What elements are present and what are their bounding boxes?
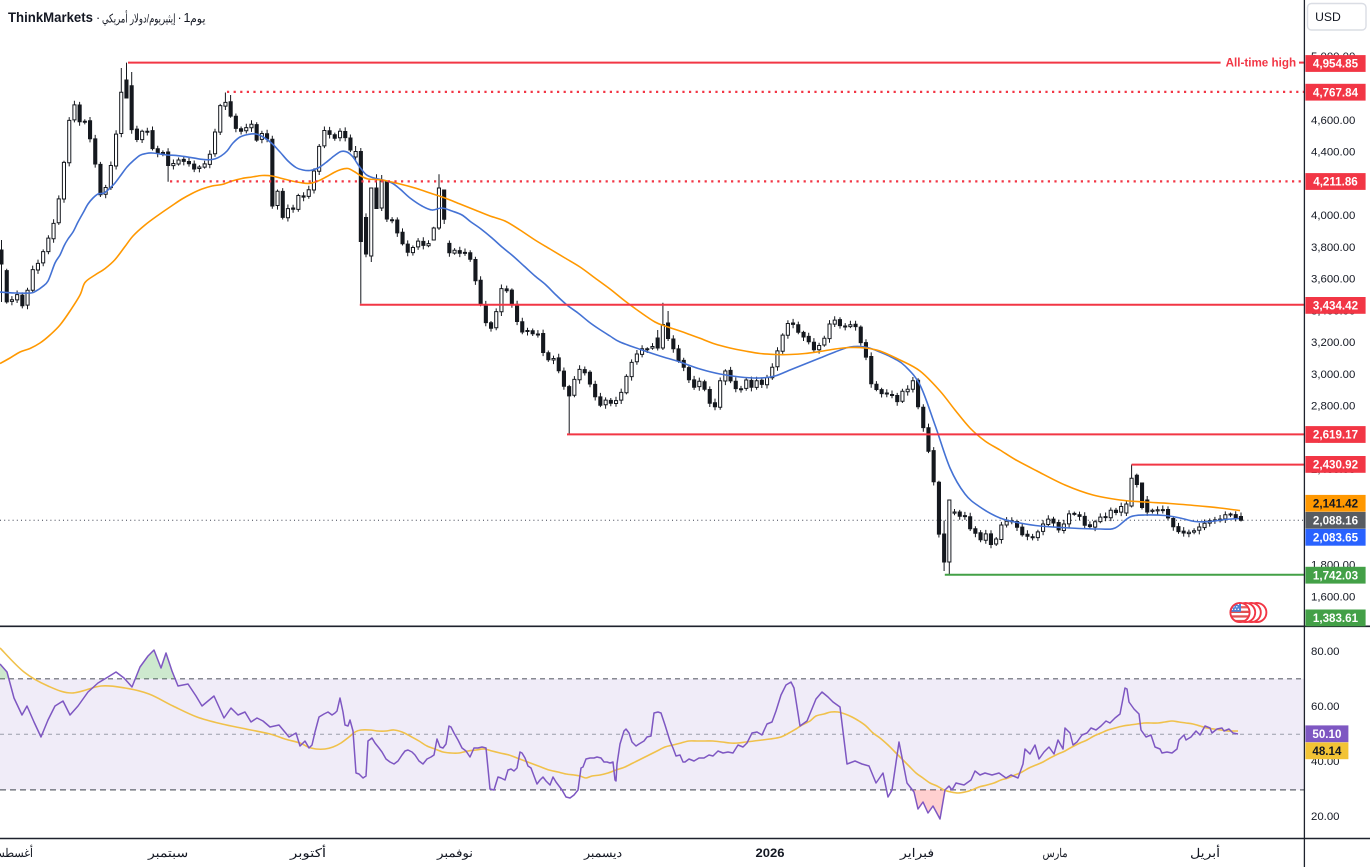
svg-text:·: · [96, 11, 100, 25]
svg-text:2,088.16: 2,088.16 [1313, 514, 1359, 527]
svg-text:1,383.61: 1,383.61 [1313, 612, 1359, 625]
svg-text:3,800.00: 3,800.00 [1311, 242, 1355, 254]
svg-text:فبراير: فبراير [899, 846, 934, 860]
svg-text:4,400.00: 4,400.00 [1311, 147, 1355, 159]
svg-text:4,954.85: 4,954.85 [1313, 58, 1359, 71]
svg-text:2,083.65: 2,083.65 [1313, 531, 1359, 544]
svg-text:3,434.42: 3,434.42 [1313, 300, 1358, 313]
svg-text:سبتمبر: سبتمبر [147, 846, 188, 860]
svg-text:80.00: 80.00 [1311, 646, 1340, 658]
svg-text:2,141.42: 2,141.42 [1313, 497, 1358, 510]
svg-text:إيثيريوم/دولار أمريكي: إيثيريوم/دولار أمريكي [102, 11, 176, 27]
svg-text:60.00: 60.00 [1311, 701, 1340, 713]
svg-text:2026: 2026 [756, 847, 786, 860]
svg-text:3,000.00: 3,000.00 [1311, 369, 1355, 381]
svg-text:3,600.00: 3,600.00 [1311, 274, 1355, 286]
svg-text:USD: USD [1315, 10, 1341, 24]
svg-text:All-time high: All-time high [1226, 56, 1297, 70]
svg-text:ديسمبر: ديسمبر [583, 846, 622, 860]
svg-text:·: · [178, 11, 182, 25]
svg-text:4,211.86: 4,211.86 [1313, 176, 1358, 189]
svg-text:1,600.00: 1,600.00 [1311, 591, 1355, 603]
svg-text:4,000.00: 4,000.00 [1311, 210, 1355, 222]
svg-text:4,600.00: 4,600.00 [1311, 115, 1355, 127]
svg-text:1: 1 [184, 11, 191, 25]
svg-text:يوم: يوم [190, 12, 206, 26]
svg-text:نوفمبر: نوفمبر [436, 846, 473, 860]
svg-text:20.00: 20.00 [1311, 811, 1340, 823]
svg-text:3,200.00: 3,200.00 [1311, 337, 1355, 349]
svg-text:2,800.00: 2,800.00 [1311, 401, 1355, 413]
svg-text:1,742.03: 1,742.03 [1313, 569, 1359, 582]
svg-text:50.10: 50.10 [1312, 728, 1341, 741]
svg-text:ThinkMarkets: ThinkMarkets [8, 10, 93, 25]
svg-text:2,430.92: 2,430.92 [1313, 459, 1358, 472]
svg-text:مارس: مارس [1043, 846, 1068, 860]
svg-text:4,767.84: 4,767.84 [1313, 86, 1359, 99]
svg-text:48.14: 48.14 [1312, 745, 1342, 758]
svg-text:أبريل: أبريل [1190, 845, 1220, 860]
svg-text:2,619.17: 2,619.17 [1313, 429, 1358, 442]
svg-text:أكتوبر: أكتوبر [289, 845, 326, 860]
